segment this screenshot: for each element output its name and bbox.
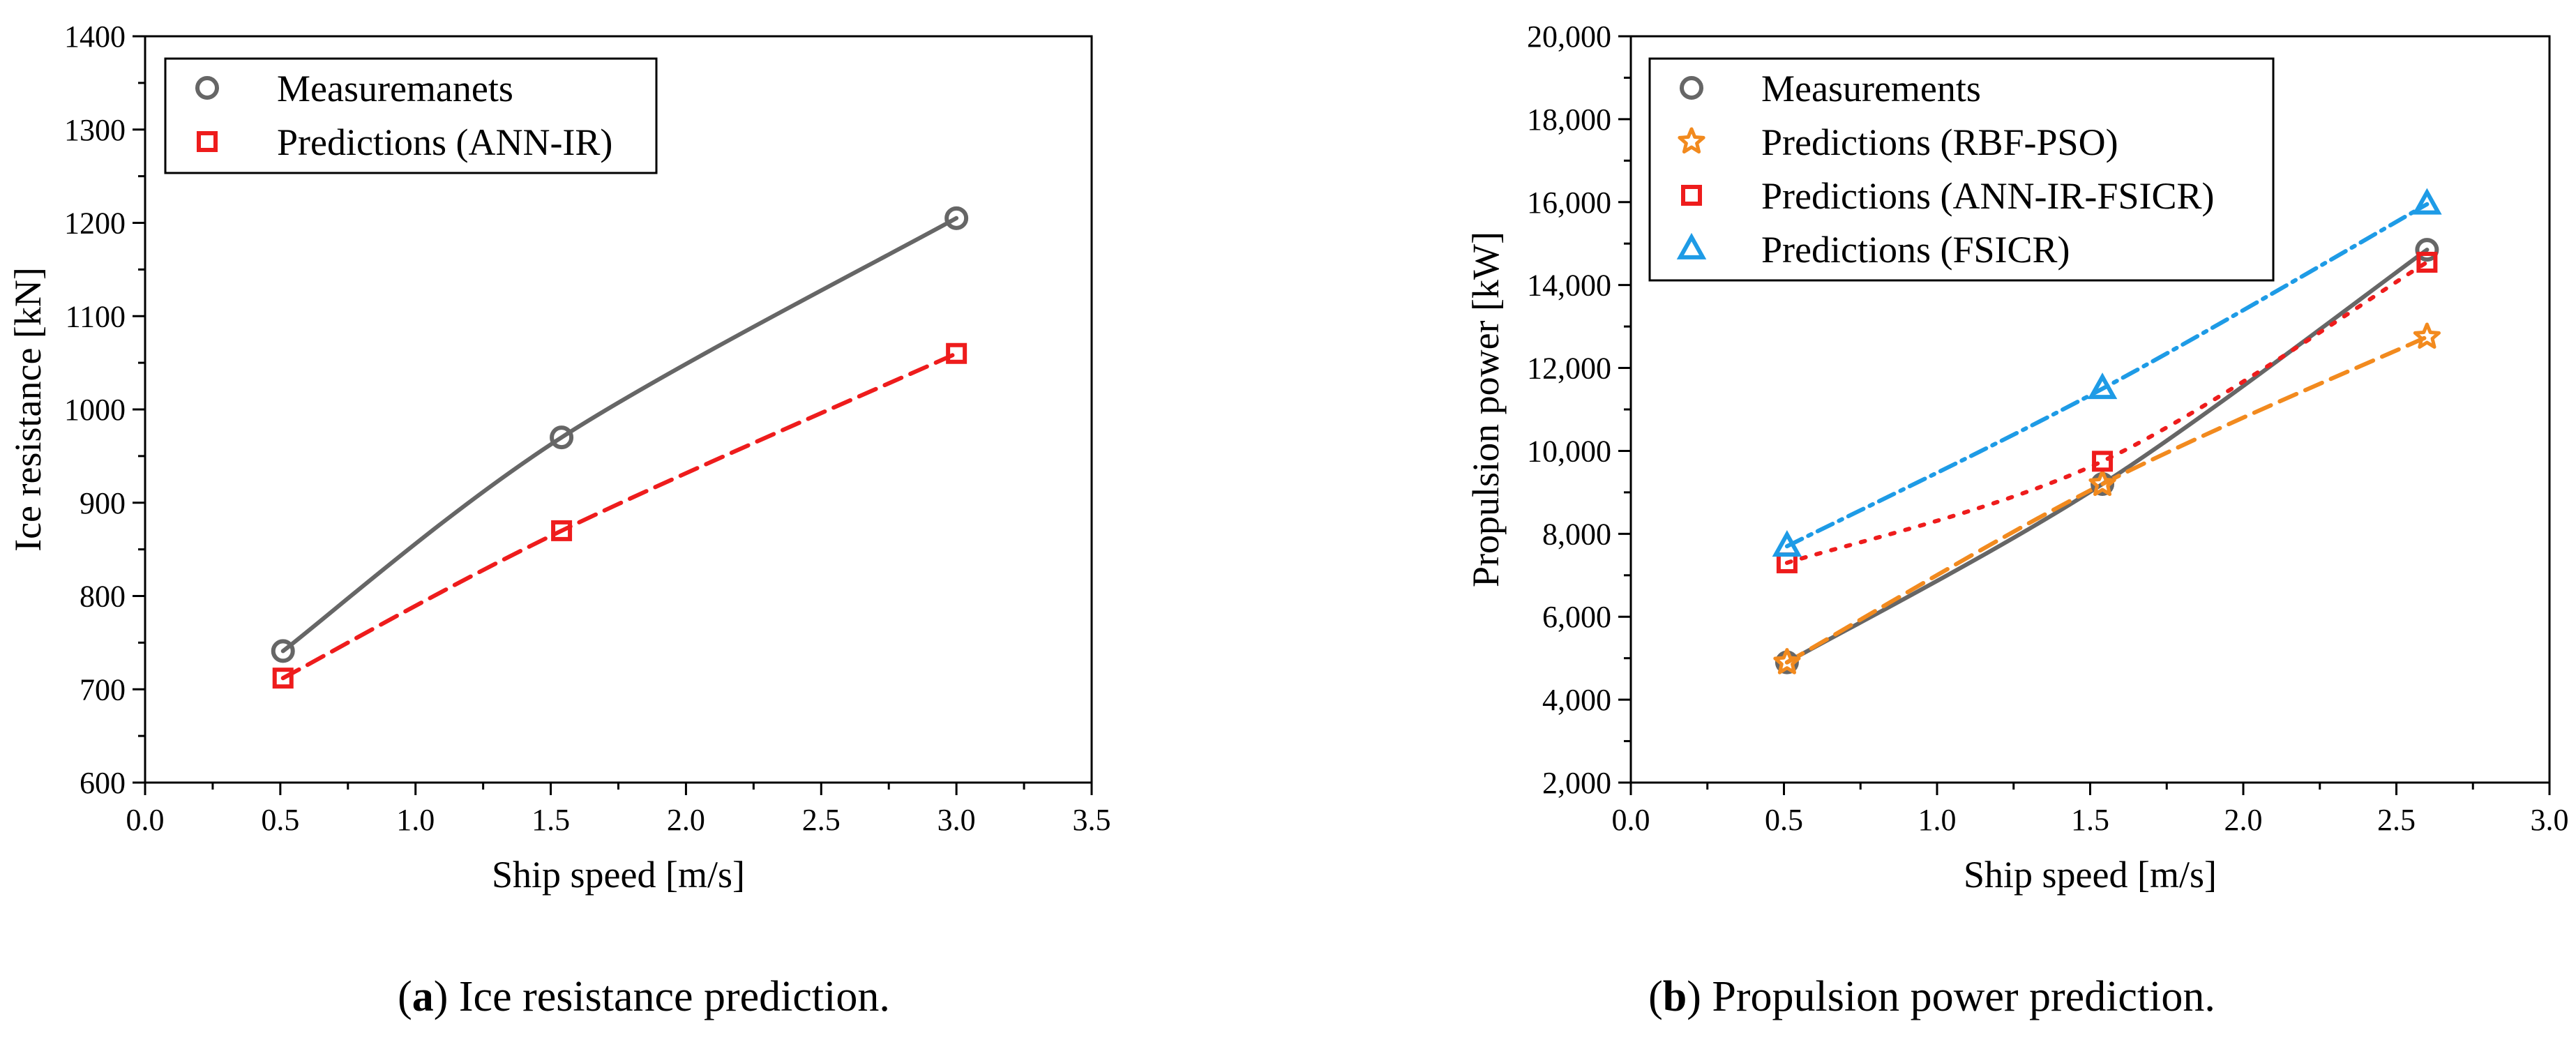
y-tick-label: 1400 <box>64 20 126 54</box>
legend-label-1: Predictions (RBF-PSO) <box>1761 121 2118 163</box>
legend-label-0: Measuremanets <box>277 68 513 110</box>
data-point-0-2 <box>944 206 969 230</box>
y-tick-label: 900 <box>80 486 126 520</box>
legend: Measuremanets Predictions (ANN-IR) <box>164 57 658 174</box>
x-axis-label: Ship speed [m/s] <box>492 854 745 896</box>
y-tick-label: 10,000 <box>1527 434 1611 468</box>
legend-marker-0 <box>1680 76 1703 100</box>
caption-a: (a) Ice resistance prediction. <box>398 973 890 1020</box>
y-tick-label: 1300 <box>64 113 126 147</box>
data-point-3-1 <box>2087 372 2118 400</box>
y-axis-label: Ice resistance [kN] <box>7 267 49 552</box>
caption-b: (b) Propulsion power prediction. <box>1648 973 2215 1020</box>
series-line-0 <box>280 216 959 654</box>
chart-panel-a: 0.0 0.5 1.0 1.5 2.0 2.5 3.0 3.5 600 700 800 900 1000… <box>7 20 1111 896</box>
legend-label-2: Predictions (ANN-IR-FSICR) <box>1761 175 2214 217</box>
x-tick-label: 0.0 <box>1612 803 1650 837</box>
x-tick-label: 1.5 <box>532 803 570 837</box>
legend-marker-0 <box>195 76 219 100</box>
y-tick-label: 12,000 <box>1527 352 1611 386</box>
data-point-2-1 <box>2092 451 2114 472</box>
y-tick-label: 600 <box>80 766 126 800</box>
x-tick-label: 1.0 <box>396 803 435 837</box>
series-line-2 <box>1784 260 2430 565</box>
caption-a-letter: a <box>412 973 434 1020</box>
data-point-1-0 <box>1773 648 1801 674</box>
y-tick-label: 18,000 <box>1527 103 1611 137</box>
x-tick-label: 0.5 <box>261 803 299 837</box>
data-point-0-2 <box>2415 238 2439 262</box>
series-line-3 <box>1784 202 2430 549</box>
legend-label-1: Predictions (ANN-IR) <box>277 121 612 163</box>
legend-box <box>164 57 658 174</box>
x-tick-label: 2.0 <box>2224 803 2263 837</box>
legend-label-0: Measurements <box>1761 68 1981 110</box>
caption-b-text: Propulsion power prediction. <box>1712 973 2215 1020</box>
y-tick-label: 4,000 <box>1542 683 1611 717</box>
caption-a-text: Ice resistance prediction. <box>458 973 890 1020</box>
chart-panel-b: 0.0 0.5 1.0 1.5 2.0 2.5 3.0 2,000 4,000 6,000 8,00… <box>1465 20 2569 896</box>
y-tick-label: 8,000 <box>1542 517 1611 551</box>
legend-label-3: Predictions (FSICR) <box>1761 229 2070 271</box>
legend-box <box>1648 57 2275 282</box>
x-axis-label: Ship speed [m/s] <box>1964 854 2217 896</box>
series-line-1 <box>1784 335 2430 665</box>
y-tick-label: 2,000 <box>1542 766 1611 800</box>
data-point-0-1 <box>550 425 574 450</box>
x-tick-label: 0.5 <box>1765 803 1803 837</box>
y-tick-label: 1000 <box>64 393 126 427</box>
x-tick-label: 3.0 <box>2531 803 2569 837</box>
legend-marker-1 <box>197 131 218 152</box>
y-tick-label: 800 <box>80 580 126 614</box>
x-tick-label: 2.0 <box>667 803 705 837</box>
y-tick-label: 1200 <box>64 206 126 241</box>
x-tick-label: 3.5 <box>1073 803 1111 837</box>
legend-marker-3 <box>1676 232 1707 259</box>
y-tick-label: 1100 <box>66 299 126 333</box>
data-point-0-0 <box>271 639 295 663</box>
legend: Measurements Predictions (RBF-PSO) Predict… <box>1648 57 2275 282</box>
data-point-2-2 <box>2416 251 2438 273</box>
y-tick-label: 14,000 <box>1527 269 1611 303</box>
legend-marker-2 <box>1681 185 1702 206</box>
y-tick-label: 16,000 <box>1527 186 1611 220</box>
x-tick-label: 3.0 <box>937 803 976 837</box>
data-point-1-1 <box>551 520 573 541</box>
y-tick-label: 20,000 <box>1527 20 1611 54</box>
legend-marker-1 <box>1678 127 1705 154</box>
y-tick-label: 700 <box>80 672 126 707</box>
x-tick-label: 2.5 <box>2377 803 2416 837</box>
x-tick-label: 0.0 <box>126 803 165 837</box>
y-tick-label: 6,000 <box>1542 600 1611 634</box>
data-point-1-0 <box>272 667 294 689</box>
data-point-1-2 <box>946 342 967 364</box>
x-tick-label: 2.5 <box>802 803 841 837</box>
data-point-3-0 <box>1772 530 1802 557</box>
data-point-3-2 <box>2412 188 2442 215</box>
data-point-1-1 <box>2088 469 2116 497</box>
x-tick-label: 1.0 <box>1918 803 1957 837</box>
data-point-1-2 <box>2413 322 2441 349</box>
x-tick-label: 1.5 <box>2071 803 2109 837</box>
caption-b-letter: b <box>1662 973 1687 1020</box>
series-line-0 <box>1784 248 2430 665</box>
y-axis-label: Propulsion power [kW] <box>1465 232 1507 587</box>
